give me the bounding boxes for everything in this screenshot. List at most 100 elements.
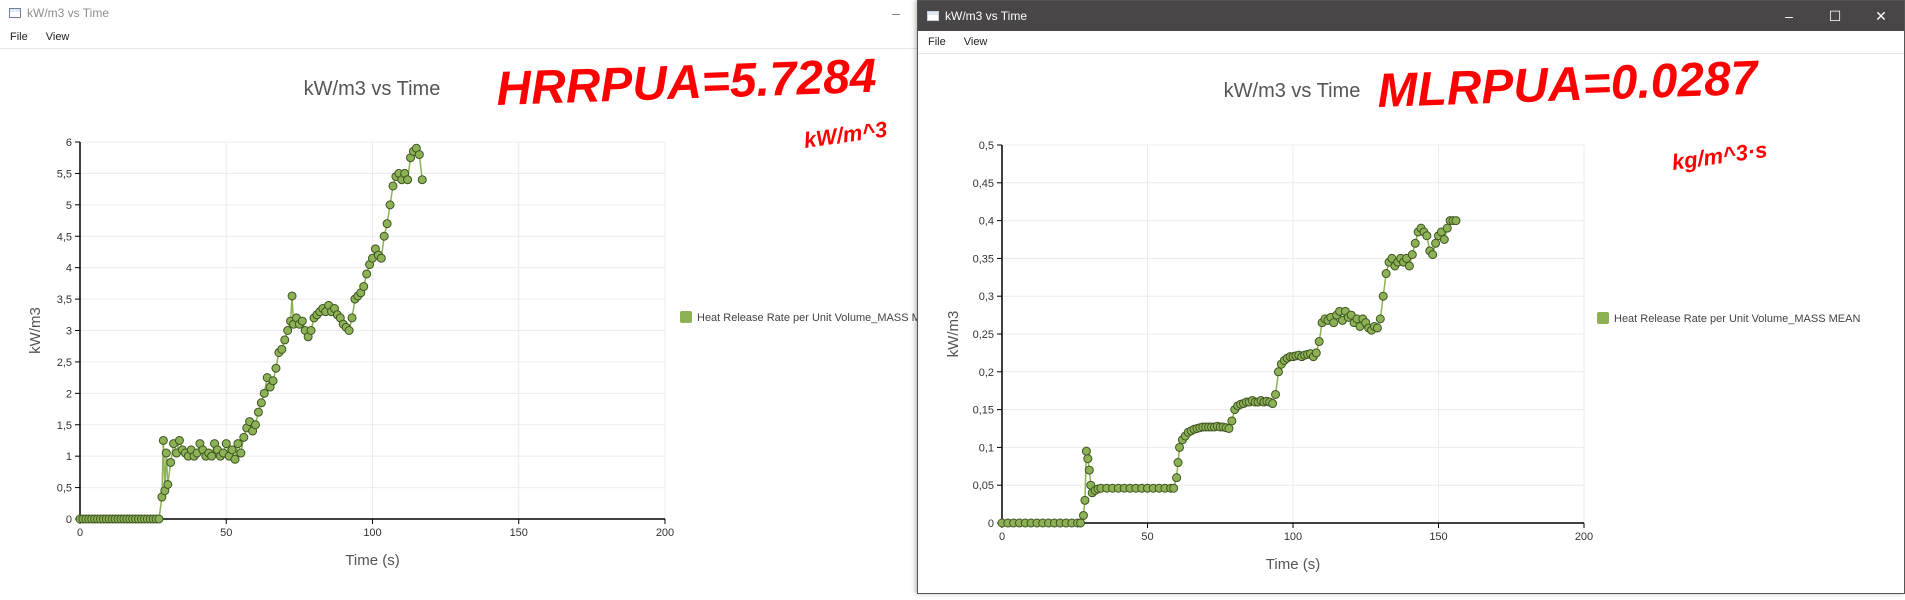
data-point <box>382 219 392 229</box>
y-tick-label: 2,5 <box>57 357 72 369</box>
data-point <box>1172 473 1182 483</box>
data-point <box>379 231 389 241</box>
legend-label: Heat Release Rate per Unit Volume_MASS M… <box>1614 313 1860 325</box>
y-tick-label: 0,4 <box>979 216 994 228</box>
y-tick-label: 1,5 <box>57 420 72 432</box>
x-tick-label: 50 <box>220 527 232 539</box>
data-point <box>1372 323 1382 333</box>
y-tick-label: 0,25 <box>973 329 994 341</box>
data-point <box>1076 518 1086 528</box>
data-point <box>1378 291 1388 301</box>
annotation-main: MLRPUA=0.0287 <box>1377 53 1761 118</box>
data-point <box>230 454 240 464</box>
data-point <box>297 316 307 326</box>
data-point <box>207 451 217 461</box>
data-point <box>1431 238 1441 248</box>
data-point <box>1084 465 1094 475</box>
y-tick-label: 0 <box>988 518 994 530</box>
menu-bar: File View <box>0 26 919 49</box>
scatter-chart: kW/m3 vs Time 0 50 100 150 200 0 0,05 0,1 0,15 0,2… <box>945 52 1860 573</box>
data-point <box>1381 269 1391 279</box>
y-tick-label: 0,15 <box>973 405 994 417</box>
window-controls: – ☐ ✕ <box>1766 1 1904 31</box>
y-axis-label: kW/m3 <box>27 307 44 354</box>
data-point <box>251 420 260 430</box>
data-point <box>359 282 369 292</box>
y-axis-label: kW/m3 <box>945 311 962 358</box>
x-tick-label: 150 <box>510 527 528 539</box>
data-point <box>287 291 297 301</box>
data-point <box>1451 216 1461 226</box>
y-tick-label: 5,5 <box>57 168 72 180</box>
y-tick-label: 3,5 <box>57 294 72 306</box>
menu-view[interactable]: View <box>45 31 70 43</box>
y-tick-label: 0,3 <box>979 291 994 303</box>
data-point <box>347 313 357 323</box>
data-point <box>1439 235 1449 244</box>
chart-title: kW/m3 vs Time <box>1224 80 1361 102</box>
data-point <box>253 407 263 417</box>
data-point <box>1224 424 1234 433</box>
data-point <box>306 326 316 335</box>
close-button[interactable]: ✕ <box>1875 7 1887 24</box>
data-point <box>1273 367 1283 377</box>
window-titlebar: kW/m3 vs Time – ☐ ✕ <box>918 1 1904 31</box>
menu-bar: File View <box>918 31 1904 54</box>
data-point <box>277 344 287 354</box>
data-point <box>1081 446 1091 456</box>
data-point <box>1404 261 1414 271</box>
data-point <box>271 363 281 373</box>
scatter-chart: kW/m3 vs Time 0 50 100 150 200 0 0,5 1 1,5 2 2,5 3 3,… <box>27 50 943 569</box>
data-point <box>1329 318 1339 328</box>
legend-swatch <box>680 311 692 323</box>
data-point <box>417 175 427 185</box>
y-tick-label: 0,5 <box>979 140 994 152</box>
data-point <box>403 175 413 185</box>
data-point <box>1422 231 1432 241</box>
y-tick-label: 0,35 <box>973 253 994 265</box>
data-point <box>376 253 386 263</box>
data-point <box>236 448 246 458</box>
data-point <box>283 326 293 335</box>
data-point <box>1410 238 1420 248</box>
menu-file[interactable]: File <box>10 31 28 43</box>
data-point <box>1271 389 1281 399</box>
data-point <box>1375 314 1385 324</box>
data-point <box>1173 458 1183 468</box>
minimize-button[interactable]: – <box>892 5 900 21</box>
y-tick-label: 0,5 <box>57 483 72 495</box>
data-point <box>388 181 398 191</box>
data-point <box>385 200 395 210</box>
x-tick-label: 0 <box>77 527 83 539</box>
x-tick-label: 200 <box>656 527 674 539</box>
data-point <box>158 435 168 445</box>
y-tick-label: 3 <box>66 326 72 338</box>
data-point <box>161 448 171 458</box>
chart-area: kW/m3 vs Time 0 50 100 150 200 0 0,5 1 1,5 2 2,5 3 3,… <box>0 48 943 599</box>
data-point <box>174 435 184 445</box>
x-tick-label: 200 <box>1575 531 1593 543</box>
x-tick-label: 150 <box>1429 531 1447 543</box>
menu-view[interactable]: View <box>963 36 988 48</box>
menu-file[interactable]: File <box>928 36 946 48</box>
data-point <box>362 269 372 279</box>
data-point <box>256 398 266 408</box>
data-point <box>1078 510 1088 520</box>
app-icon <box>927 11 939 21</box>
chart-area: kW/m3 vs Time 0 50 100 150 200 0 0,05 0,1 0,15 0,2… <box>918 52 1904 600</box>
chart-window-left: kW/m3 vs Time – File View kW/m3 vs Time 0… <box>0 0 943 594</box>
data-point <box>259 388 269 398</box>
y-tick-label: 4 <box>66 263 72 275</box>
x-tick-label: 100 <box>363 527 381 539</box>
data-point <box>1314 337 1324 347</box>
data-point <box>163 479 173 489</box>
x-tick-label: 100 <box>1284 531 1302 543</box>
data-point <box>1080 495 1090 505</box>
data-point <box>1268 399 1278 409</box>
y-tick-label: 4,5 <box>57 231 72 243</box>
window-controls: – <box>873 0 919 26</box>
maximize-button[interactable]: ☐ <box>1828 7 1842 24</box>
y-tick-label: 0,45 <box>973 178 994 190</box>
minimize-button[interactable]: – <box>1785 8 1793 24</box>
